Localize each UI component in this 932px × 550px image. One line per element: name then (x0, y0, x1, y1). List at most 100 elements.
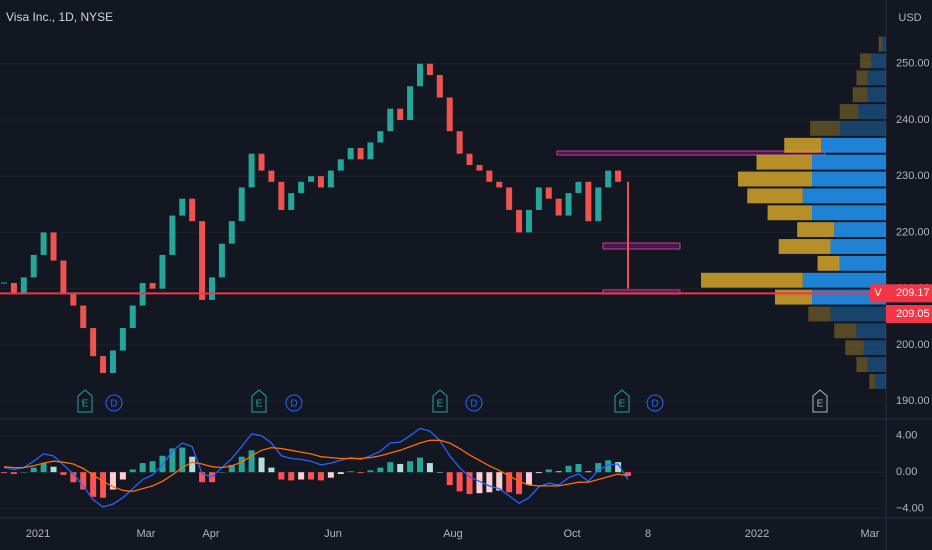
volume-profile-down (778, 239, 831, 254)
volume-profile-up (830, 306, 886, 322)
macd-histogram-bar (496, 472, 503, 491)
candle (258, 153, 265, 171)
x-tick-label: Oct (563, 528, 580, 540)
price-box (886, 284, 932, 303)
volume-profile-up (871, 53, 886, 69)
macd-histogram-bar (585, 471, 592, 473)
candle (308, 176, 315, 182)
macd-tick-label: 0.00 (896, 466, 917, 478)
macd-histogram-bar (347, 471, 354, 473)
macd-histogram-bar (10, 472, 17, 475)
volume-profile-down (834, 323, 857, 339)
candle (545, 187, 552, 199)
earnings-icon (614, 389, 630, 413)
dividend-icon (465, 394, 483, 412)
volume-profile-down (845, 340, 864, 356)
volume-profile-down (810, 120, 840, 136)
signal-line (3, 439, 629, 493)
macd-histogram-bar (516, 472, 523, 495)
candle (407, 86, 414, 120)
candle (10, 283, 17, 295)
macd-histogram-bar (327, 472, 334, 478)
macd-line (3, 427, 629, 508)
macd-histogram-bar (456, 472, 463, 492)
macd-histogram-bar (129, 469, 136, 473)
macd-histogram-bar (109, 472, 116, 490)
candle (129, 305, 136, 329)
second-price-label: 209.05 (896, 308, 930, 320)
macd-histogram-bar (80, 472, 87, 490)
volume-profile-up (867, 357, 886, 373)
candle (30, 254, 37, 278)
candle (506, 187, 513, 210)
y-tick-label: 240.00 (896, 114, 930, 126)
candle (595, 187, 602, 222)
macd-histogram-bar (337, 472, 344, 475)
macd-histogram-bar (407, 461, 414, 473)
macd-histogram-bar (30, 467, 37, 473)
volume-profile-down (839, 104, 859, 119)
candle (70, 294, 77, 306)
macd-histogram-bar (545, 469, 552, 473)
macd-histogram-bar (248, 450, 255, 473)
candle (288, 193, 295, 210)
macd-histogram-bar (426, 463, 433, 473)
candle (525, 209, 532, 233)
volume-profile-up (839, 120, 886, 136)
candle (149, 283, 156, 289)
macd-histogram-bar (258, 457, 265, 473)
macd-histogram-bar (119, 472, 126, 480)
candle (179, 198, 186, 216)
candle (605, 170, 612, 188)
zone (602, 242, 681, 250)
candle (516, 209, 523, 233)
candle (436, 74, 443, 98)
candle (456, 131, 463, 154)
event-label: E (256, 399, 263, 410)
macd-histogram-bar (100, 472, 107, 498)
volume-profile-up (834, 222, 886, 238)
candle (337, 159, 344, 171)
macd-histogram-bar (605, 460, 612, 473)
event-label: E (619, 399, 626, 410)
macd-histogram-bar (615, 462, 622, 473)
volume-profile-down (808, 306, 831, 322)
earnings-icon (812, 389, 828, 413)
event-label: E (437, 399, 444, 410)
candle (367, 142, 374, 160)
earnings-icon (77, 389, 93, 413)
candle (20, 277, 27, 295)
candle (347, 148, 354, 160)
candle (90, 328, 97, 357)
volume-profile-down (878, 36, 883, 52)
candle (426, 63, 433, 75)
candle (565, 193, 572, 216)
volume-profile-up (839, 255, 886, 271)
macd-histogram-bar (1, 472, 7, 474)
candle (486, 170, 493, 182)
price-marker: V (874, 287, 882, 299)
macd-histogram-bar (268, 467, 275, 473)
volume-profile-up (812, 154, 886, 170)
volume-profile-down (797, 222, 835, 238)
macd-histogram-bar (308, 472, 315, 480)
candle (476, 164, 483, 171)
volume-profile-down (856, 357, 868, 373)
candle (555, 198, 562, 216)
macd-histogram-bar (525, 472, 532, 485)
macd-histogram-bar (446, 472, 453, 485)
macd-histogram-bar (278, 472, 285, 480)
macd-histogram-bar (625, 472, 631, 476)
volume-profile-up (874, 374, 886, 389)
macd-histogram-bar (377, 467, 384, 473)
macd-histogram-bar (555, 471, 562, 473)
macd-tick-label: −4.00 (896, 503, 924, 515)
event-label: D (110, 399, 117, 410)
candle (298, 181, 305, 194)
dividend-icon (646, 394, 664, 412)
macd-histogram-bar (228, 464, 235, 473)
candle (377, 131, 384, 143)
candle (209, 277, 215, 300)
x-tick-label: Mar (137, 528, 156, 540)
